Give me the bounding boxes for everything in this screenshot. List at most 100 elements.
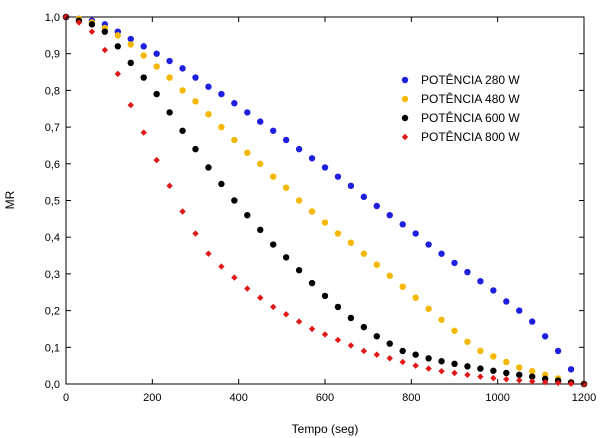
data-point [360,193,368,201]
data-point [295,318,303,325]
data-point [438,367,445,375]
data-point [257,160,264,167]
data-point [166,57,173,65]
data-point [231,100,238,107]
data-point [490,367,497,374]
data-point [127,59,134,67]
data-point [282,254,290,261]
data-point [192,74,199,81]
data-point [399,347,406,355]
data-point [529,367,536,375]
data-point [140,129,147,136]
data-point [425,365,432,372]
data-point [490,287,497,294]
data-point [529,373,536,380]
data-point [295,145,303,153]
data-point [503,369,510,377]
data-point [412,294,419,301]
data-point [282,136,290,144]
data-point [425,241,432,248]
data-point [257,294,264,301]
data-point [464,363,471,370]
data-point [295,197,303,204]
data-point [153,50,160,57]
x-tick-label: 1200 [572,392,596,404]
data-point [179,65,186,72]
data-point [477,347,484,355]
data-point [334,230,342,237]
data-point [477,278,484,285]
data-point [153,90,160,98]
data-point [308,155,316,162]
data-point [451,369,458,377]
data-point [516,307,523,314]
data-point [308,208,316,215]
data-point [386,340,393,347]
data-point [451,259,458,267]
data-point [321,219,329,226]
data-point [373,261,380,268]
data-point [218,263,225,270]
data-point [321,292,329,300]
data-point [127,41,134,48]
data-point [244,149,251,156]
data-point [308,325,316,333]
data-point [321,331,329,338]
data-point [218,180,225,188]
data-point [218,90,225,98]
data-point [412,351,419,358]
data-point [529,318,536,325]
data-point [373,351,380,358]
x-tick-label: 400 [229,392,247,404]
x-tick-label: 1000 [485,392,509,404]
legend: POTÊNCIA 280 W POTÊNCIA 480 W POTÊNCIA 600… [401,72,520,144]
data-point [153,156,160,164]
data-point [438,358,445,365]
data-point [386,355,393,362]
data-point [503,376,510,383]
legend-marker [401,95,409,103]
y-tick-label: 1,0 [45,12,60,24]
y-tick-label: 0,6 [45,159,60,171]
data-point [386,272,393,279]
data-point [334,303,342,311]
data-point [282,311,290,318]
data-point [179,208,186,215]
data-points [62,13,588,388]
data-point [386,211,393,219]
data-point [347,342,355,349]
y-tick-label: 0,0 [45,379,60,391]
data-point [257,118,264,125]
data-point [270,303,277,311]
data-point [347,182,355,190]
legend-label: POTÊNCIA 800 W [421,129,520,144]
data-point [334,336,342,344]
data-point [399,283,406,290]
data-point [425,305,432,312]
data-point [88,21,96,28]
data-point [75,19,83,26]
axis-ticks: 0 200 400 600 800 1000 1200 0,0 0,1 0,2 0,3 0,4 0,5 0… [45,12,597,404]
y-tick-label: 0,8 [45,85,60,97]
data-point [451,327,458,334]
data-point [282,184,290,191]
data-point [516,377,523,384]
data-point [477,373,484,380]
data-point [438,316,445,323]
data-point [399,221,406,228]
data-point [399,358,406,366]
data-point [244,211,251,219]
legend-label: POTÊNCIA 600 W [421,110,520,125]
data-point [541,333,549,340]
data-point [541,378,549,386]
data-point [205,111,212,118]
data-point [567,366,575,373]
data-point [192,98,199,105]
data-point [114,32,122,39]
y-tick-label: 0,2 [45,306,60,318]
legend-marker [401,114,409,122]
data-point [360,250,368,257]
data-point [360,323,368,331]
data-point [270,241,277,248]
